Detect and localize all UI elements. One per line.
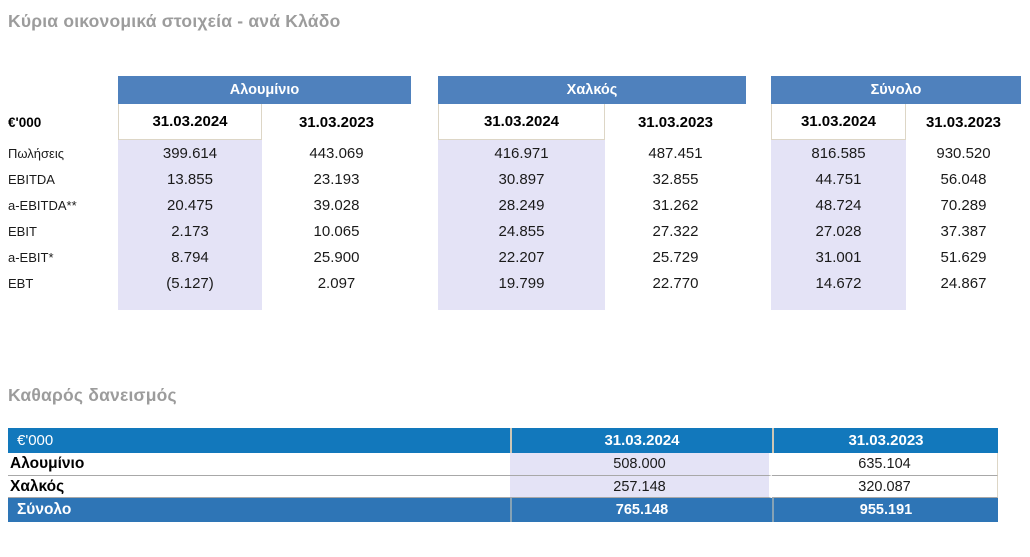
table-cell: (5.127) <box>118 270 262 296</box>
row-label-ebit: EBIT <box>8 223 37 239</box>
table-cell: 48.724 <box>771 192 906 218</box>
net-debt-total-2023: 955.191 <box>772 498 998 522</box>
table-cell: 30.897 <box>438 166 605 192</box>
table-cell: 44.751 <box>771 166 906 192</box>
column-gap <box>746 140 771 166</box>
column-gap <box>746 270 771 296</box>
net-debt-date-header-2023: 31.03.2023 <box>772 428 998 453</box>
date-header-2024: 31.03.2024 <box>438 104 605 140</box>
table-cell: 635.104 <box>772 453 998 476</box>
segments-financials-table: Αλουμίνιο Χαλκός Σύνολο €'000 31.03.2024… <box>8 76 1021 310</box>
table-cell: 25.729 <box>652 248 699 266</box>
table-cell: 27.322 <box>652 222 699 240</box>
spacer <box>605 296 746 310</box>
net-debt-total-2024: 765.148 <box>510 498 772 522</box>
corner-spacer <box>8 76 118 104</box>
column-gap <box>411 76 438 104</box>
table-cell: 930.520 <box>936 144 991 162</box>
table-cell: 508.000 <box>510 453 772 476</box>
table-cell: 487.451 <box>648 144 703 162</box>
date-header-2024: 31.03.2024 <box>771 104 906 140</box>
row-label-sales: Πωλήσεις <box>8 145 64 161</box>
column-gap <box>746 296 771 310</box>
table-cell: 2.173 <box>118 218 262 244</box>
table-cell: 31.262 <box>652 196 699 214</box>
table-cell: 8.794 <box>118 244 262 270</box>
segments-section-title: Κύρια οικονομικά στοιχεία - ανά Κλάδο <box>8 11 341 31</box>
column-gap <box>411 192 438 218</box>
column-gap <box>746 218 771 244</box>
table-cell: 37.387 <box>940 222 987 240</box>
table-cell: 19.799 <box>438 270 605 296</box>
table-cell: 443.069 <box>309 144 364 162</box>
column-gap <box>411 218 438 244</box>
row-label-ebt: EBT <box>8 275 34 291</box>
table-cell: 14.672 <box>771 270 906 296</box>
table-cell: 39.028 <box>313 196 360 214</box>
table-cell: 28.249 <box>438 192 605 218</box>
highlight-pad <box>118 296 262 310</box>
table-cell: 70.289 <box>940 196 987 214</box>
column-gap <box>746 192 771 218</box>
table-cell: 257.148 <box>510 476 772 498</box>
financial-report-page: Κύρια οικονομικά στοιχεία - ανά Κλάδο Αλ… <box>8 11 1021 522</box>
table-cell: 23.193 <box>313 170 360 188</box>
table-cell: 399.614 <box>118 140 262 166</box>
net-debt-total-label: Σύνολο <box>8 498 510 522</box>
column-gap <box>746 244 771 270</box>
spacer <box>262 296 411 310</box>
table-cell: 24.855 <box>438 218 605 244</box>
spacer <box>906 296 1021 310</box>
row-label-a-ebit: a-EBIT* <box>8 249 54 265</box>
group-header-aluminium: Αλουμίνιο <box>118 76 411 104</box>
table-cell: 27.028 <box>771 218 906 244</box>
table-cell: 2.097 <box>317 274 356 292</box>
column-gap <box>411 104 438 140</box>
net-debt-section-title: Καθαρός δανεισμός <box>8 385 177 405</box>
net-debt-date-header-2024: 31.03.2024 <box>510 428 772 453</box>
net-debt-row-label-copper: Χαλκός <box>8 476 510 498</box>
row-label-ebitda: EBITDA <box>8 171 55 187</box>
column-gap <box>746 76 771 104</box>
table-cell: 320.087 <box>772 476 998 498</box>
column-gap <box>746 166 771 192</box>
column-gap <box>411 166 438 192</box>
table-cell: 25.900 <box>313 248 360 266</box>
table-cell: 24.867 <box>940 274 987 292</box>
highlight-pad <box>438 296 605 310</box>
date-header-2023: 31.03.2023 <box>298 113 375 131</box>
table-cell: 416.971 <box>438 140 605 166</box>
date-header-2024: 31.03.2024 <box>118 104 262 140</box>
table-cell: 816.585 <box>771 140 906 166</box>
row-label-a-ebitda: a-EBITDA** <box>8 197 77 213</box>
table-cell: 51.629 <box>940 248 987 266</box>
table-cell: 20.475 <box>118 192 262 218</box>
table-cell: 13.855 <box>118 166 262 192</box>
highlight-pad <box>771 296 906 310</box>
unit-label: €'000 <box>8 114 42 130</box>
net-debt-row-label-aluminium: Αλουμίνιο <box>8 453 510 476</box>
date-header-2023: 31.03.2023 <box>925 113 1002 131</box>
column-gap <box>411 244 438 270</box>
spacer <box>8 296 118 310</box>
group-header-copper: Χαλκός <box>438 76 746 104</box>
date-header-2023: 31.03.2023 <box>637 113 714 131</box>
column-gap <box>411 270 438 296</box>
table-cell: 32.855 <box>652 170 699 188</box>
table-cell: 56.048 <box>940 170 987 188</box>
column-gap <box>411 296 438 310</box>
group-header-total: Σύνολο <box>771 76 1021 104</box>
table-cell: 31.001 <box>771 244 906 270</box>
table-cell: 10.065 <box>313 222 360 240</box>
column-gap <box>411 140 438 166</box>
column-gap <box>746 104 771 140</box>
net-debt-unit-label: €'000 <box>8 428 510 453</box>
table-cell: 22.770 <box>652 274 699 292</box>
net-debt-table: €'000 31.03.2024 31.03.2023 Αλουμίνιο 50… <box>8 428 998 522</box>
table-cell: 22.207 <box>438 244 605 270</box>
